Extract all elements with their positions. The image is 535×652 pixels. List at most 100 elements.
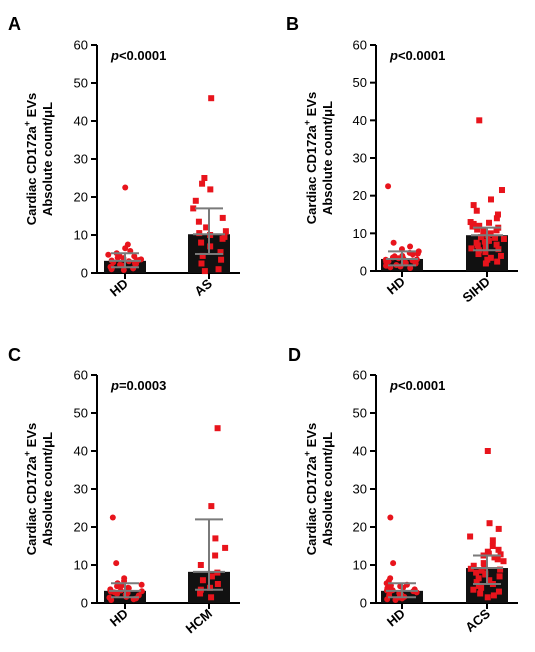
data-point — [208, 503, 215, 510]
data-point — [467, 565, 474, 572]
data-point — [208, 594, 215, 601]
x-category-label: HD — [384, 274, 408, 298]
data-point — [482, 243, 489, 250]
y-axis-title-line2: Absolute count/μL — [320, 101, 335, 215]
data-point — [121, 575, 128, 582]
y-axis-title: Cardiac CD172a+ EVs Absolute count/μL — [302, 423, 335, 555]
data-point — [222, 544, 229, 551]
x-category-label: AS — [191, 276, 215, 299]
y-axis-title: Cardiac CD172a+ EVs Absolute count/μL — [302, 92, 335, 224]
data-point — [192, 197, 199, 204]
panel-letter: D — [288, 345, 301, 365]
data-point — [473, 569, 480, 576]
y-axis-title-suffix: EVs — [24, 423, 39, 451]
data-point — [484, 594, 491, 601]
y-axis-title-text: Cardiac CD172a — [24, 125, 39, 225]
y-tick-label: 60 — [353, 38, 367, 53]
p-value-label: p<0.0001 — [389, 48, 445, 63]
data-point — [124, 241, 131, 248]
panel-letter: B — [286, 14, 299, 34]
data-point — [219, 214, 226, 221]
y-tick-label: 10 — [74, 558, 88, 573]
y-axis-title-line1: Cardiac CD172a+ EVs — [302, 423, 319, 555]
y-tick-label: 50 — [74, 406, 88, 421]
data-point — [402, 259, 409, 266]
data-point — [214, 581, 221, 587]
data-point — [470, 586, 477, 593]
y-axis-title-superscript: + — [302, 120, 312, 125]
data-point — [217, 249, 224, 256]
panel-A: A Cardiac CD172a+ EVs Absolute count/μL p<0… — [8, 14, 240, 299]
y-axis-title-superscript: + — [22, 121, 32, 126]
data-point — [484, 548, 491, 555]
y-axis-title: Cardiac CD172a+ EVs Absolute count/μL — [22, 93, 55, 225]
data-point — [481, 563, 488, 570]
data-point — [470, 562, 477, 569]
data-point — [482, 570, 489, 577]
data-point — [207, 584, 214, 591]
data-point — [485, 237, 492, 244]
data-point — [117, 261, 124, 268]
y-tick-label: 20 — [353, 520, 367, 535]
x-category-label: ACS — [462, 606, 493, 635]
y-axis-title-suffix: EVs — [24, 93, 39, 121]
data-point — [475, 251, 482, 258]
data-point — [385, 183, 392, 190]
data-point — [500, 235, 507, 242]
x-category-label: HD — [107, 276, 131, 300]
data-point — [207, 186, 214, 193]
p-value-symbol: p — [110, 48, 119, 63]
data-point — [219, 235, 226, 242]
data-point — [387, 575, 394, 582]
data-point — [475, 575, 482, 582]
data-point — [387, 514, 394, 521]
data-point — [208, 573, 215, 580]
y-tick-label: 30 — [353, 151, 367, 166]
data-point — [218, 256, 225, 263]
data-point — [222, 228, 229, 235]
data-point — [500, 558, 507, 565]
data-point — [122, 184, 129, 191]
data-point — [208, 95, 215, 102]
x-category-label: SIHD — [459, 274, 492, 305]
y-tick-label: 40 — [353, 113, 367, 128]
data-point — [486, 577, 493, 584]
y-axis-title-superscript: + — [22, 451, 32, 456]
data-point — [476, 222, 483, 229]
y-axis-title-line2: Absolute count/μL — [320, 432, 335, 546]
data-point — [481, 238, 488, 245]
data-point — [212, 535, 219, 542]
data-point — [414, 250, 421, 257]
data-point — [199, 252, 206, 259]
data-point — [486, 219, 493, 226]
data-point — [198, 260, 205, 267]
y-tick-label: 50 — [353, 406, 367, 421]
y-tick-label: 60 — [353, 368, 367, 383]
y-tick-label: 40 — [74, 114, 88, 129]
y-axis-title-suffix: EVs — [304, 423, 319, 451]
y-tick-label: 10 — [74, 228, 88, 243]
y-axis-title-line2: Absolute count/μL — [40, 432, 55, 546]
data-point — [476, 117, 483, 124]
data-point — [196, 230, 203, 237]
data-point — [497, 551, 504, 558]
data-point — [198, 239, 205, 246]
y-axis-title-suffix: EVs — [304, 92, 319, 120]
data-point — [484, 448, 491, 454]
data-point — [477, 590, 484, 597]
data-point — [138, 588, 145, 595]
panel-C: C Cardiac CD172a+ EVs Absolute count/μL p=0… — [8, 345, 240, 636]
data-point — [109, 514, 116, 521]
data-point — [215, 266, 222, 273]
y-axis-title-line2: Absolute count/μL — [40, 102, 55, 216]
y-axis-title-superscript: + — [302, 451, 312, 456]
data-point — [473, 579, 480, 586]
y-tick-label: 40 — [353, 444, 367, 459]
data-point — [214, 425, 221, 432]
p-value-number: <0.0001 — [398, 48, 445, 63]
y-tick-label: 10 — [353, 558, 367, 573]
data-point — [482, 249, 489, 256]
data-point — [490, 592, 497, 599]
y-tick-label: 0 — [360, 596, 367, 611]
